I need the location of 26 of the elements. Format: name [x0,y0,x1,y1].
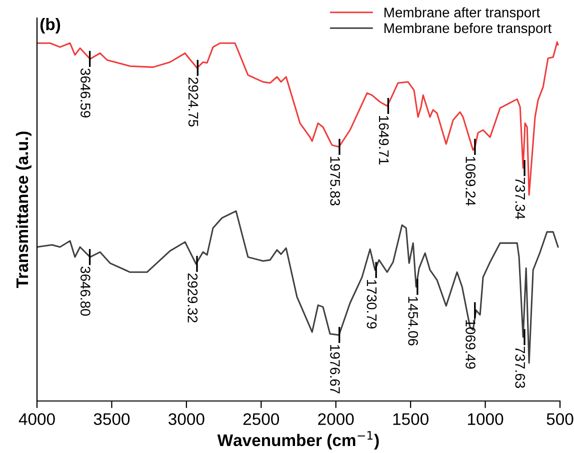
x-tick-label: 2500 [243,413,280,426]
annotation: 1649.71 [378,116,389,164]
annotation: 1975.83 [330,156,340,206]
legend-label: Membrane before transport [384,22,552,36]
x-axis-title: Wavenumber (cm$^{−1}$) [217,431,379,450]
x-tick-label: 3000 [168,413,204,426]
x-tick-label: 1500 [393,413,428,426]
y-axis-title: Transmittance (a.u.) [16,132,32,288]
annotation: 2929.32 [188,274,198,322]
chart-title: (b) [40,18,60,34]
x-tick-label: 500 [546,413,574,426]
annotation: 737.63 [515,346,526,388]
annotation: 737.34 [515,178,526,220]
annotation: 3646.59 [80,68,90,118]
x-tick-label: 3500 [94,413,130,426]
x-tick-label: 2000 [318,413,354,426]
annotation: 1730.79 [366,280,377,329]
annotation: 1069.49 [466,320,476,369]
annotation: 2924.75 [188,78,198,126]
x-tick-label: 4000 [18,413,55,426]
annotation: 1976.67 [330,344,340,394]
legend-label: Membrane after transport [384,7,540,20]
x-tick-label: 1000 [468,413,504,426]
annotation: 3646.80 [80,266,90,316]
annotation: 1454.06 [408,296,418,346]
annotation: 1069.24 [466,156,476,206]
